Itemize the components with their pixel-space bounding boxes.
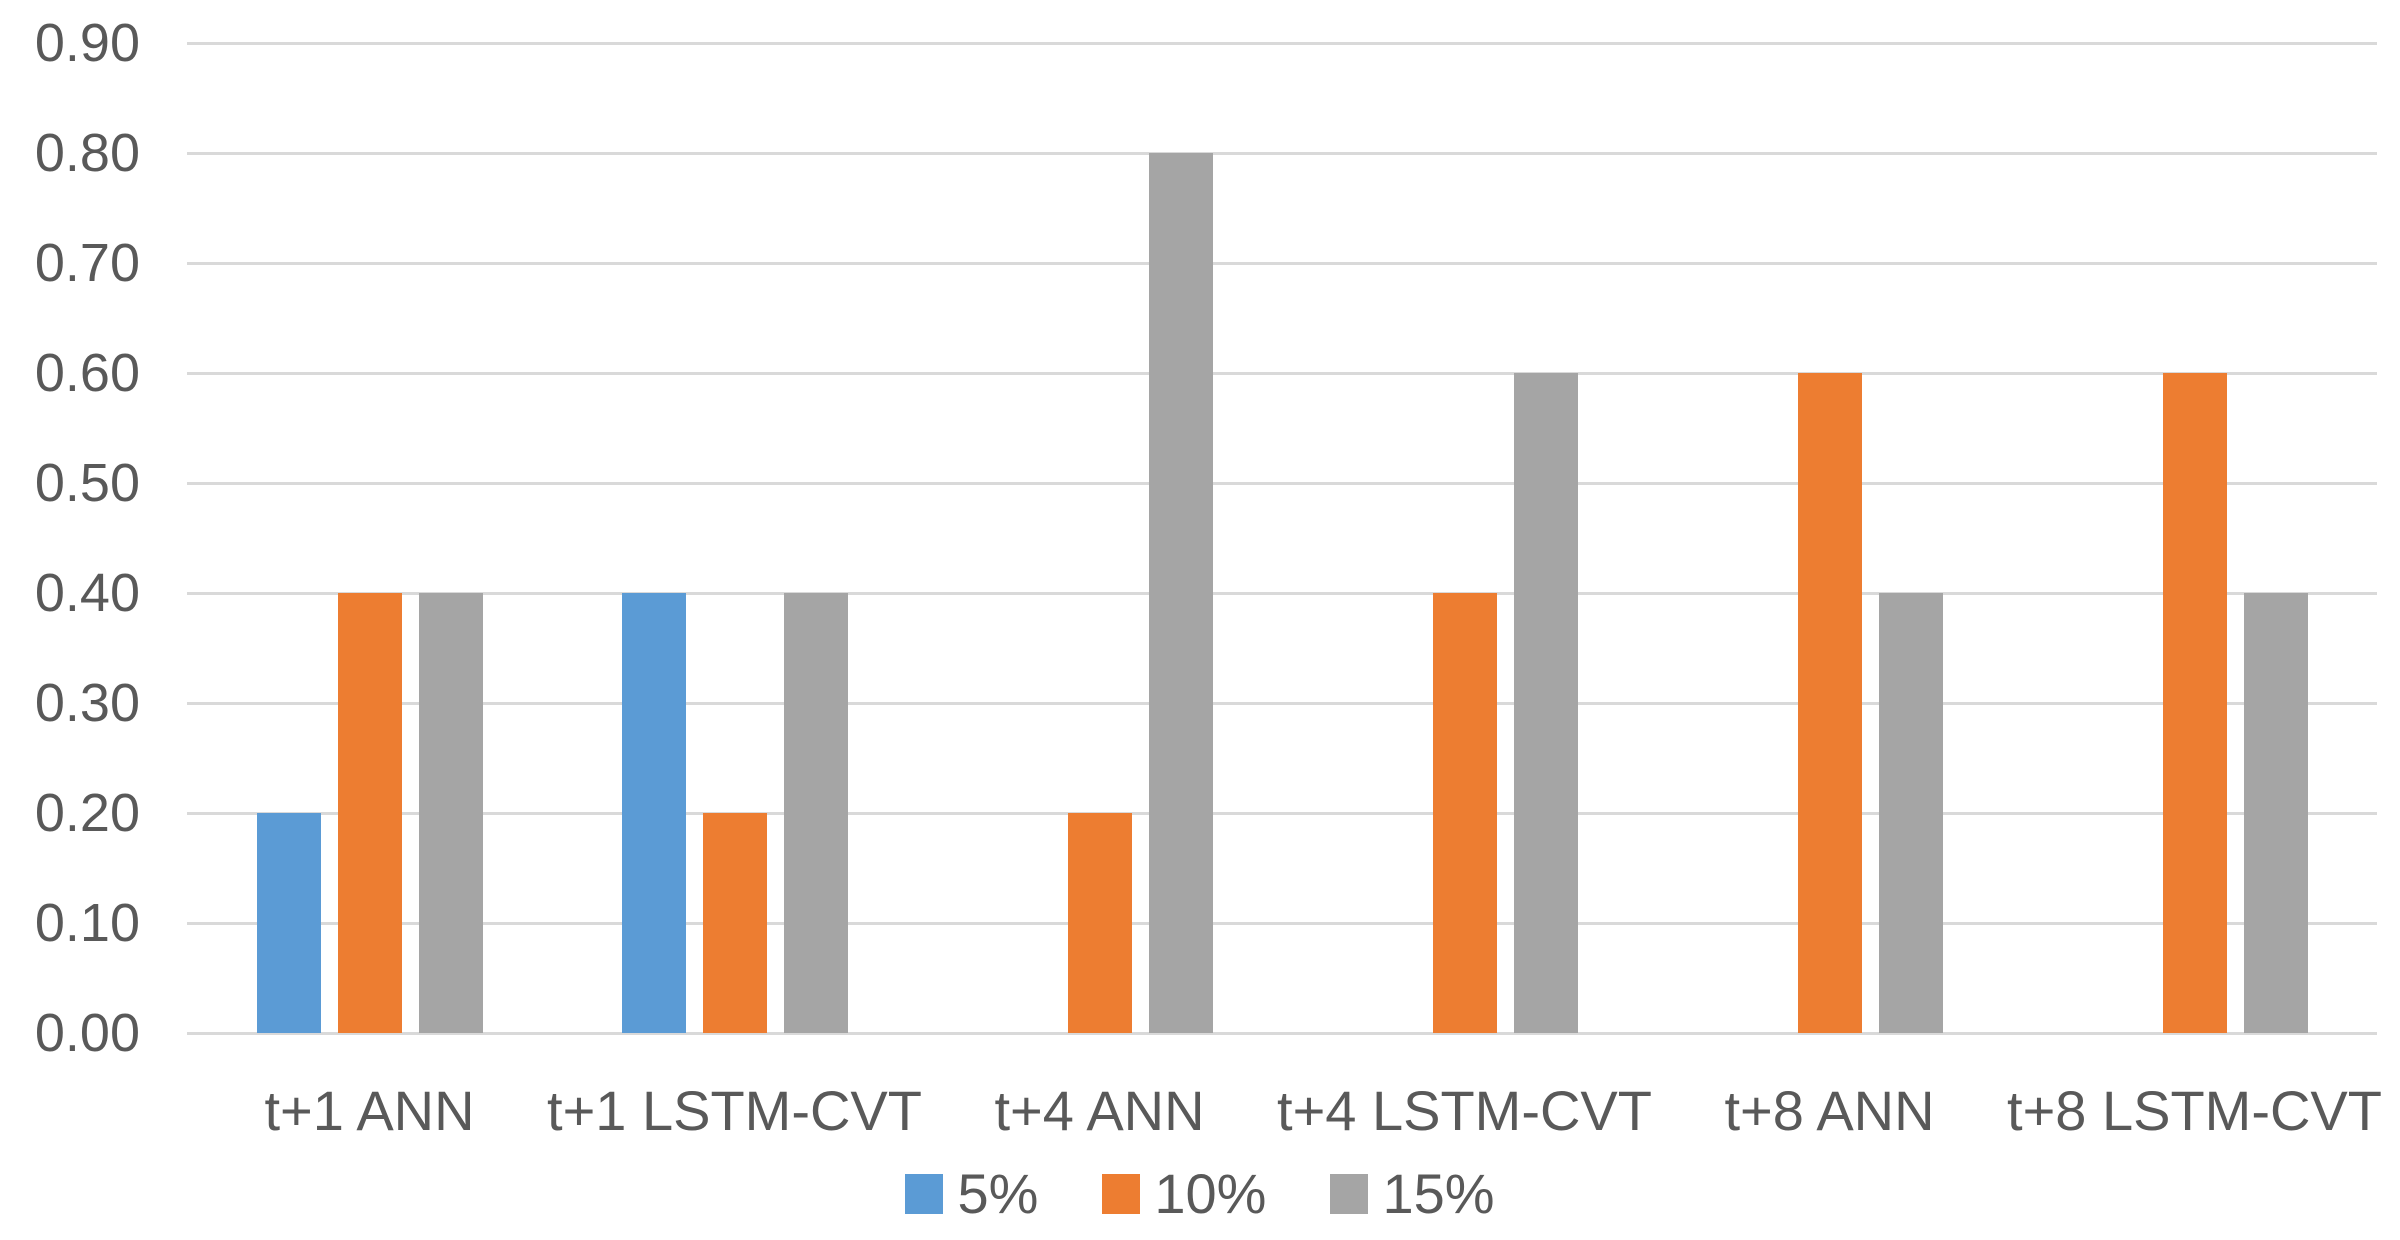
gridline-0.50 [187,481,2377,485]
bar-t+8-ANN-15% [1878,593,1943,1033]
legend: 5% 10% 15% [0,1158,2400,1230]
x-tick-label-t+1-LSTM-CVT: t+1 LSTM-CVT [547,1079,922,1142]
bar-t+8-LSTM-CVT-10% [2162,373,2227,1033]
bar-t+8-LSTM-CVT-15% [2243,593,2308,1033]
bar-t+1-ANN-5% [256,813,321,1033]
legend-label: 5% [957,1162,1039,1225]
legend-swatch-icon [1330,1174,1369,1214]
gridline-0.00 [187,1031,2377,1035]
x-tick-label-t+8-ANN: t+8 ANN [1724,1079,1935,1142]
legend-swatch-icon [1102,1174,1141,1214]
x-tick-label-t+1-ANN: t+1 ANN [264,1079,475,1142]
gridline-0.10 [187,921,2377,925]
y-tick-label-0.90: 0.90 [34,13,140,73]
bar-t+4-ANN-10% [1067,813,1132,1033]
x-tick-label-t+8-LSTM-CVT: t+8 LSTM-CVT [2007,1079,2382,1142]
bar-t+4-LSTM-CVT-15% [1513,373,1578,1033]
y-tick-label-0.40: 0.40 [34,563,140,623]
gridline-0.30 [187,701,2377,705]
gridline-0.40 [187,591,2377,595]
y-tick-label-0.30: 0.30 [34,673,140,733]
gridline-0.60 [187,371,2377,375]
bar-t+1-ANN-10% [337,593,402,1033]
bar-t+1-ANN-15% [418,593,483,1033]
bar-t+1-LSTM-CVT-10% [702,813,767,1033]
y-tick-label-0.10: 0.10 [34,893,140,953]
x-tick-label-t+4-LSTM-CVT: t+4 LSTM-CVT [1277,1079,1652,1142]
gridline-0.80 [187,151,2377,155]
legend-item-5%: 5% [905,1166,1038,1222]
bar-t+1-LSTM-CVT-5% [621,593,686,1033]
x-tick-label-t+4-ANN: t+4 ANN [994,1079,1205,1142]
legend-item-10%: 10% [1102,1166,1266,1222]
legend-label: 15% [1382,1162,1495,1225]
legend-item-15%: 15% [1330,1162,1495,1225]
bar-t+4-ANN-15% [1148,153,1213,1033]
y-tick-label-0.20: 0.20 [34,783,140,843]
y-tick-label-0.80: 0.80 [34,123,140,183]
legend-label: 10% [1154,1162,1267,1225]
y-tick-label-0.50: 0.50 [34,453,140,513]
bar-t+8-ANN-10% [1797,373,1862,1033]
bar-t+1-LSTM-CVT-15% [783,593,848,1033]
y-tick-label-0.60: 0.60 [34,343,140,403]
gridline-0.90 [187,41,2377,45]
y-tick-label-0.00: 0.00 [34,1003,140,1063]
legend-swatch-icon [905,1174,944,1214]
bar-t+4-LSTM-CVT-10% [1432,593,1497,1033]
gridline-0.20 [187,811,2377,815]
y-tick-label-0.70: 0.70 [34,233,140,293]
gridline-0.70 [187,261,2377,265]
